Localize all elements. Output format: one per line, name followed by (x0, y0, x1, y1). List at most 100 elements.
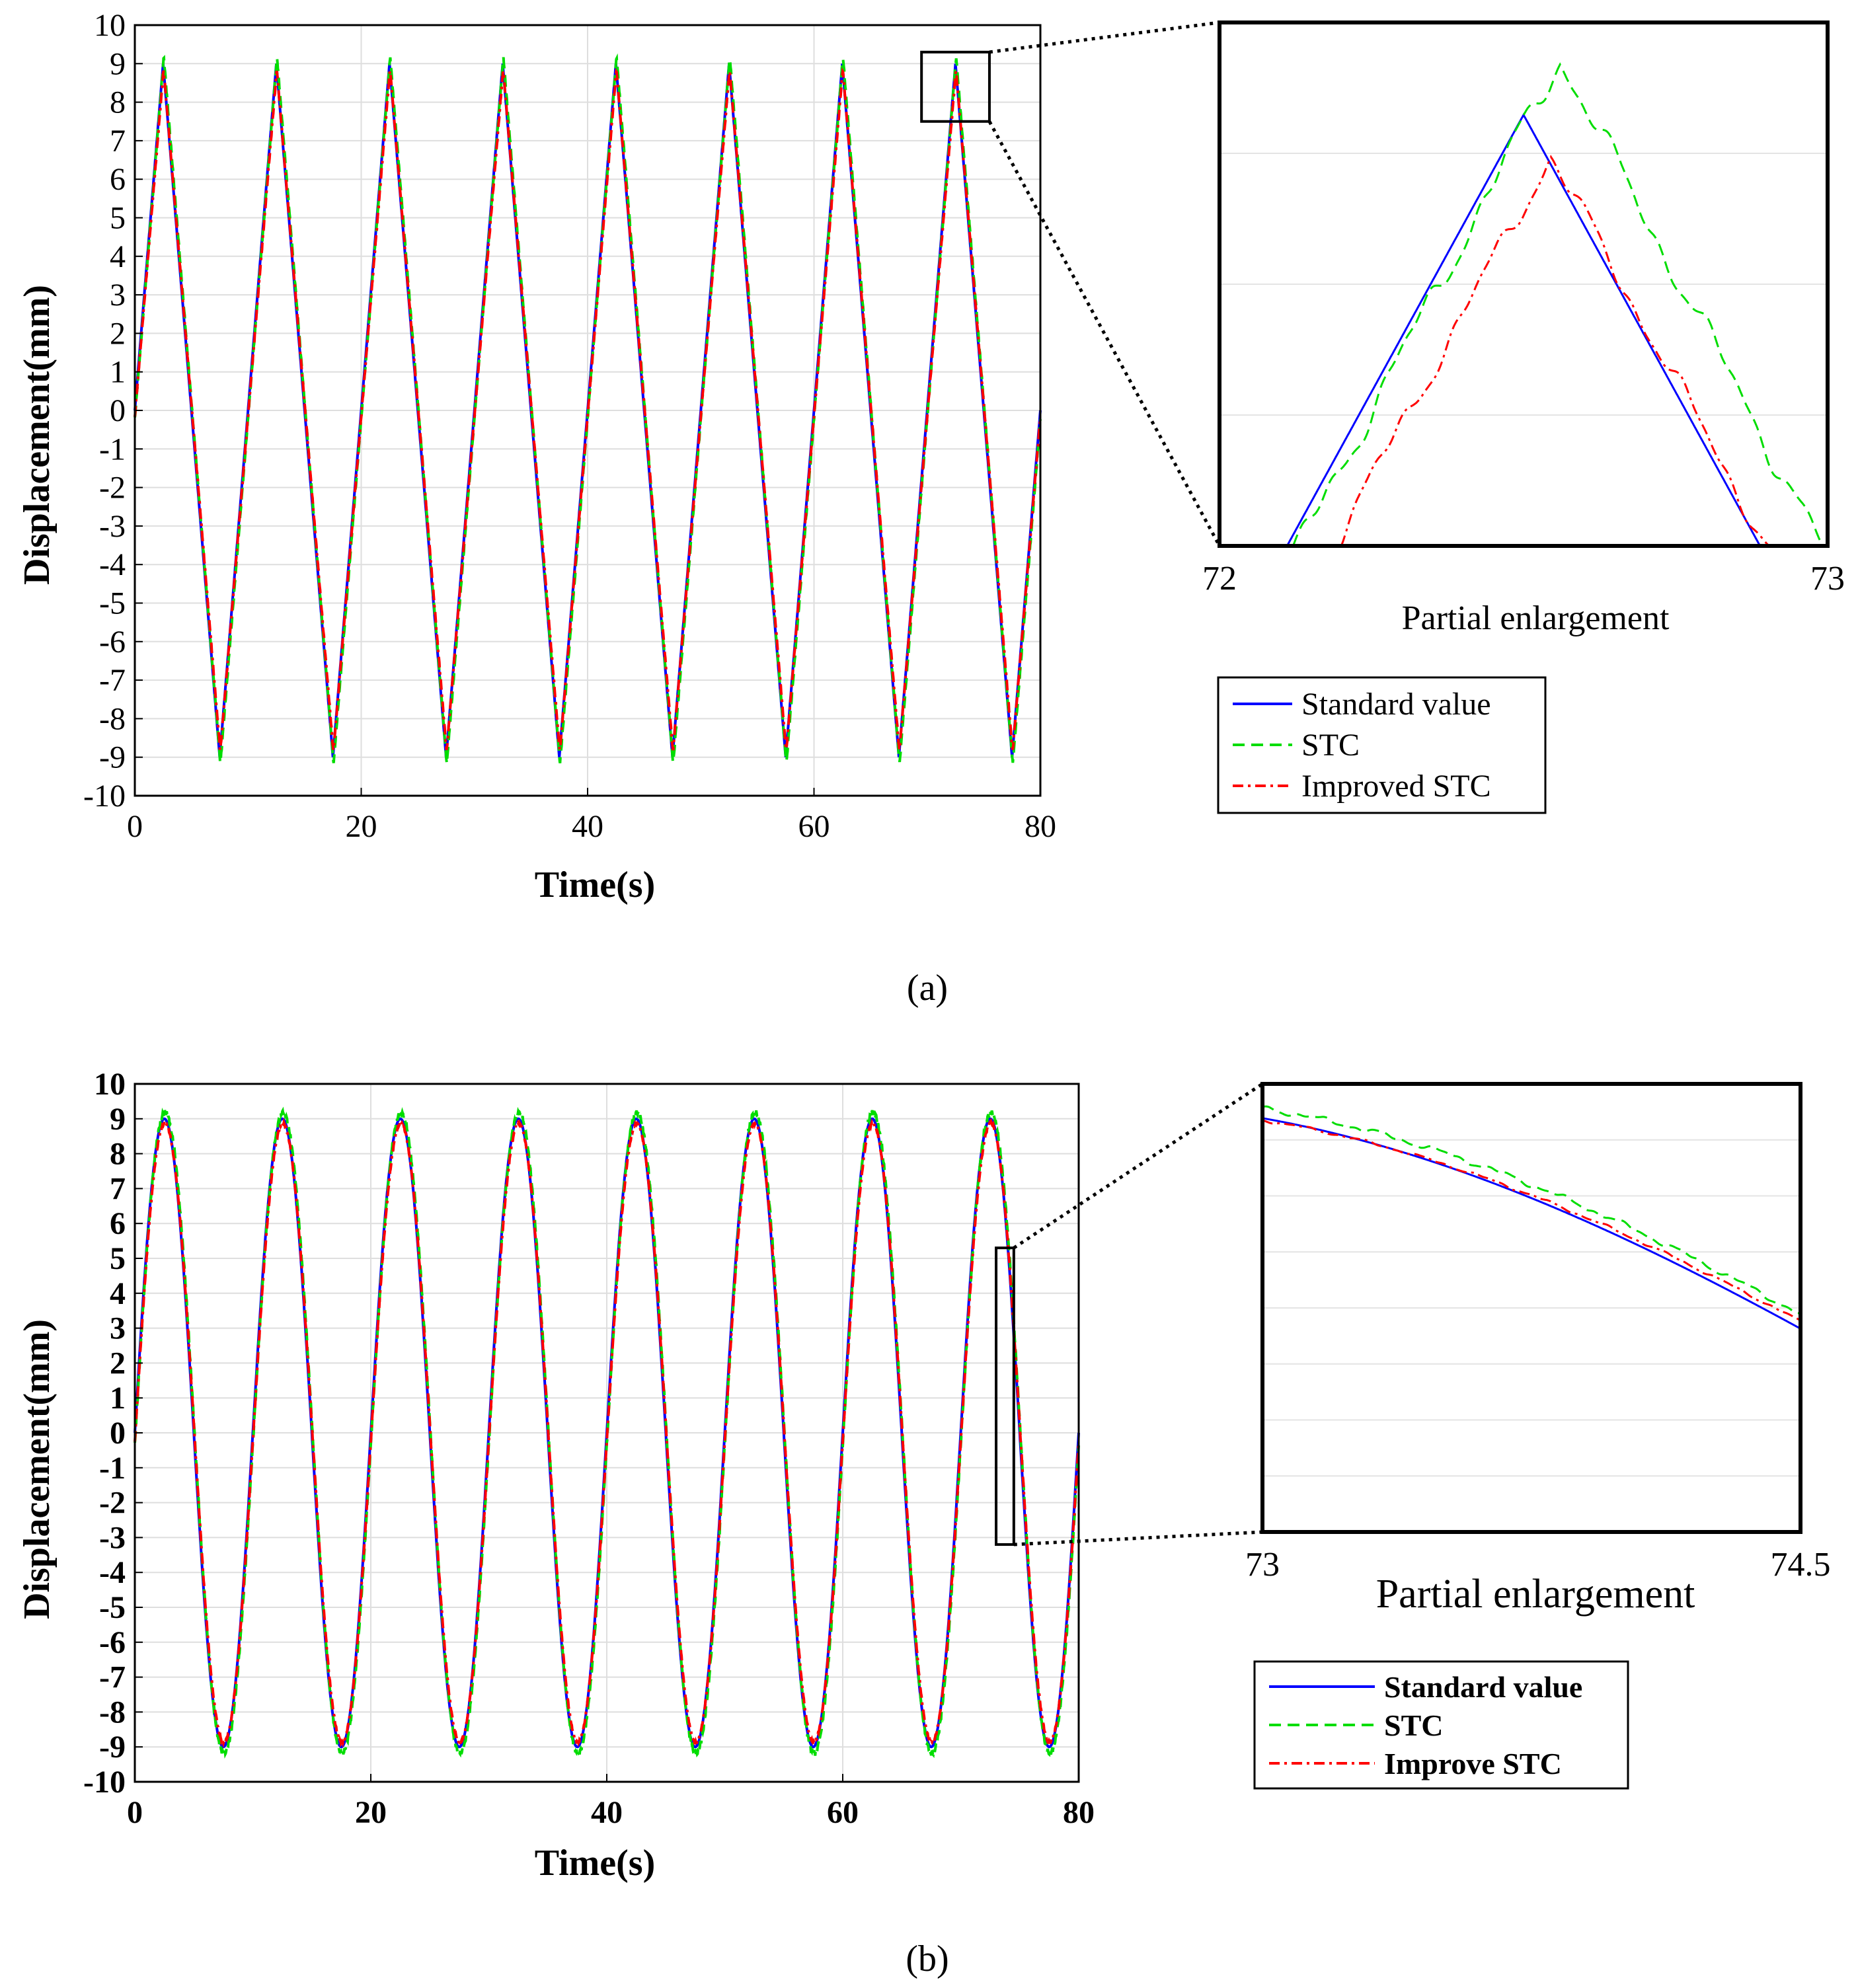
zoom-window-box (995, 1246, 1015, 1546)
y-tick-label: 3 (110, 1311, 126, 1346)
y-tick-label: 6 (110, 162, 126, 197)
y-tick-label: -3 (99, 1520, 126, 1555)
y-tick-label: 3 (110, 278, 126, 313)
panel-b-inset-title: Partial enlargement (1376, 1572, 1695, 1617)
y-tick-label: 4 (110, 239, 126, 274)
y-tick-label: 8 (110, 85, 126, 120)
inset-series-line-stc (1262, 1105, 1800, 1315)
series-group (134, 53, 1042, 766)
panel-b-caption: (b) (906, 1938, 948, 1979)
y-tick-label: -2 (99, 1486, 126, 1521)
inset-x-tick-label: 72 (1202, 560, 1237, 597)
legend-label-2: STC (1301, 728, 1360, 763)
inset-series-line-standard-value (1286, 112, 1761, 546)
zoom-window-box (920, 50, 991, 123)
y-tick-label: 2 (110, 316, 126, 351)
y-tick-label: 7 (110, 1171, 126, 1206)
y-tick-label: 7 (110, 124, 126, 159)
panel-b-ylabel: Displacement(mm) (17, 1319, 58, 1619)
y-tick-label: -1 (99, 1451, 126, 1486)
x-tick-label: 0 (127, 1795, 143, 1830)
panel-b-xlabel: Time(s) (535, 1843, 656, 1884)
inset-x-tick-label: 73 (1810, 560, 1845, 597)
y-tick-label: 9 (110, 46, 126, 81)
y-tick-label: 4 (110, 1276, 126, 1311)
panel-b-inset: 73 74.5 (1245, 1082, 1831, 1584)
inset-x-tick-label: 74.5 (1771, 1546, 1831, 1584)
panel-a-caption: (a) (907, 968, 948, 1009)
x-tick-label: 60 (798, 809, 830, 844)
y-tick-label: -5 (99, 586, 126, 621)
x-tick-label: 80 (1063, 1795, 1095, 1830)
x-tick-label: 0 (127, 809, 143, 844)
x-tick-label: 20 (346, 809, 377, 844)
series-line-improved-stc (134, 67, 1042, 751)
y-tick-label: 1 (110, 355, 126, 390)
inset-grid (1262, 1139, 1800, 1477)
inset-x-tick-label: 73 (1245, 1546, 1280, 1584)
panel-a-inset: 72 73 (1202, 20, 1845, 597)
inset-frame (1260, 1082, 1802, 1534)
zoom-connector-line (987, 120, 1221, 547)
inset-series-line-improve-stc (1262, 1119, 1800, 1322)
y-tick-label: -7 (99, 663, 126, 698)
y-tick-label: -1 (99, 432, 126, 467)
inset-series-group (1286, 62, 1825, 546)
zoom-connector-line (989, 20, 1220, 54)
inset-series-group (1262, 1105, 1800, 1330)
legend-label-1: Standard value (1384, 1670, 1582, 1704)
inset-grid (1219, 153, 1828, 416)
legend-label-3: Improve STC (1384, 1747, 1562, 1780)
inset-series-line-stc (1292, 62, 1825, 546)
y-tick-label: -6 (99, 1625, 126, 1660)
x-tick-label: 40 (591, 1795, 623, 1830)
y-tick-label: 5 (110, 201, 126, 236)
y-tick-label: -5 (99, 1590, 126, 1625)
series-group (134, 1106, 1080, 1759)
y-tick-label: 0 (110, 1416, 126, 1451)
x-tick-label: 60 (827, 1795, 859, 1830)
zoom-connector-line (1013, 1082, 1264, 1250)
y-tick-label: -8 (99, 701, 126, 736)
y-tick-label: 10 (94, 1067, 126, 1102)
y-tick-label: -10 (83, 779, 126, 814)
y-tick-label: 2 (110, 1346, 126, 1381)
y-tick-label: 10 (94, 8, 126, 43)
y-tick-label: 1 (110, 1381, 126, 1416)
y-tick-label: -7 (99, 1660, 126, 1695)
zoom-connector-line (1013, 1530, 1263, 1547)
y-tick-label: 8 (110, 1137, 126, 1172)
y-tick-label: -2 (99, 471, 126, 506)
panel-a-xlabel: Time(s) (535, 864, 656, 905)
panel-a-inset-title: Partial enlargement (1402, 599, 1670, 637)
inset-frame (1218, 20, 1830, 548)
y-tick-label: -9 (99, 740, 126, 775)
series-line-stc (134, 53, 1042, 766)
legend-label-2: STC (1384, 1708, 1443, 1742)
x-tick-label: 40 (572, 809, 603, 844)
y-tick-label: -3 (99, 509, 126, 544)
y-tick-label: 9 (110, 1102, 126, 1137)
panel-a-legend: Standard value STC Improved STC (1217, 676, 1547, 814)
x-tick-label: 80 (1025, 809, 1056, 844)
y-tick-label: 6 (110, 1206, 126, 1241)
y-tick-label: -9 (99, 1730, 126, 1765)
x-tick-label: 20 (355, 1795, 387, 1830)
y-tick-label: -10 (83, 1765, 126, 1800)
panel-b-legend: Standard value STC Improve STC (1253, 1660, 1629, 1790)
panel-a-ylabel: Displacement(mm) (17, 285, 58, 585)
legend-label-3: Improved STC (1301, 769, 1491, 804)
series-line-improve-stc (134, 1117, 1080, 1749)
y-tick-label: 5 (110, 1241, 126, 1276)
inset-series-line-improved-stc (1340, 155, 1771, 546)
legend-label-1: Standard value (1301, 687, 1491, 722)
y-tick-label: -4 (99, 547, 126, 582)
y-tick-label: -6 (99, 625, 126, 660)
inset-series-line-standard-value (1262, 1117, 1800, 1330)
y-tick-label: 0 (110, 393, 126, 428)
y-tick-label: -4 (99, 1555, 126, 1590)
y-tick-label: -8 (99, 1695, 126, 1730)
